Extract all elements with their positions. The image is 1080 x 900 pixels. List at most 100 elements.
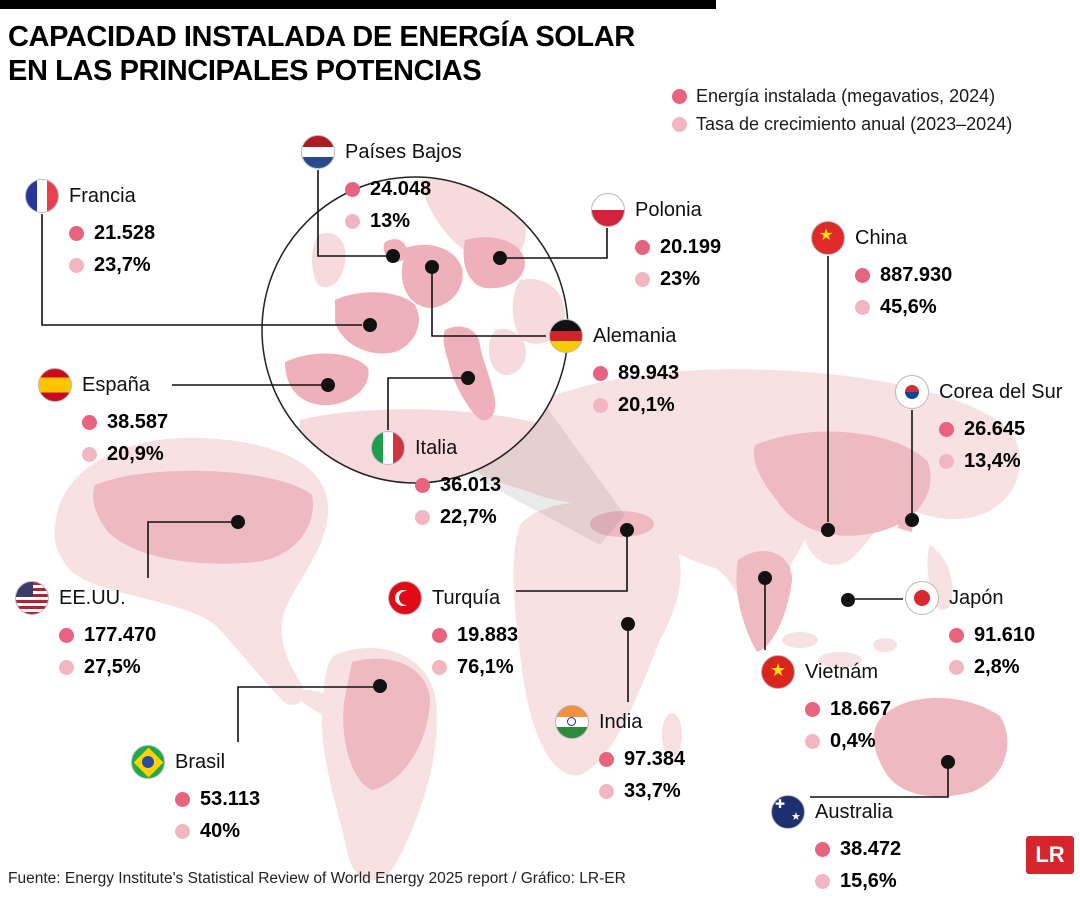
installed-value: 24.048 [370, 177, 432, 200]
country-block-vietnam: Vietnám 18.667 0,4% [761, 655, 891, 753]
growth-dot-icon [593, 397, 608, 413]
growth-value: 13,4% [964, 449, 1021, 472]
brazil-flag-icon [131, 745, 165, 779]
france-flag-icon [25, 179, 59, 213]
map-dot-vietnam [758, 571, 772, 585]
growth-dot-icon [175, 823, 190, 839]
growth-dot-icon [599, 783, 614, 799]
installed-dot-icon [599, 751, 614, 767]
installed-dot-icon [949, 627, 964, 643]
netherlands-flag-icon [301, 135, 335, 169]
germany-flag-icon [549, 319, 583, 353]
installed-value: 18.667 [830, 697, 892, 720]
country-block-italia: Italia 36.013 22,7% [371, 431, 501, 529]
country-name: Alemania [593, 324, 677, 347]
lr-logo: LR [1026, 836, 1074, 874]
growth-dot-icon [635, 271, 650, 287]
map-dot-china [821, 523, 835, 537]
installed-dot-icon [593, 365, 608, 381]
map-dot-brazil [373, 679, 387, 693]
growth-dot-icon [415, 509, 430, 525]
country-name: Brasil [175, 750, 226, 773]
country-name: Polonia [635, 198, 702, 221]
map-location-dots [231, 249, 955, 769]
japan-flag-icon [905, 581, 939, 615]
vietnam-flag-icon [761, 655, 795, 689]
growth-value: 27,5% [84, 655, 141, 678]
country-block-china: China 887.930 45,6% [811, 221, 952, 319]
growth-value: 13% [370, 209, 411, 232]
italy-flag-icon [371, 431, 405, 465]
installed-dot-icon [815, 841, 830, 857]
country-block-japon: Japón 91.610 2,8% [905, 581, 1035, 679]
growth-value: 23,7% [94, 253, 151, 276]
legend-installed-row: Energía instalada (megavatios, 2024) [672, 86, 1012, 107]
country-name: India [599, 710, 643, 733]
growth-value: 15,6% [840, 869, 897, 892]
installed-value: 89.943 [618, 361, 680, 384]
country-block-turquia: Turquía 19.883 76,1% [388, 581, 518, 679]
country-block-australia: Australia 38.472 15,6% [771, 795, 901, 893]
connector-lines [41, 170, 949, 798]
installed-value: 177.470 [84, 623, 157, 646]
installed-dot-icon [939, 421, 954, 437]
growth-dot-icon [69, 257, 84, 273]
installed-value: 97.384 [624, 747, 686, 770]
growth-value: 45,6% [880, 295, 937, 318]
installed-value: 26.645 [964, 417, 1026, 440]
growth-legend-dot-icon [672, 117, 687, 132]
country-name: Turquía [432, 586, 501, 609]
poland-flag-icon [591, 193, 625, 227]
legend-growth-row: Tasa de crecimiento anual (2023–2024) [672, 114, 1012, 135]
turkey-flag-icon [388, 581, 422, 615]
country-block-espana: España 38.587 20,9% [38, 368, 168, 466]
installed-dot-icon [432, 627, 447, 643]
country-name: Australia [815, 800, 893, 823]
growth-dot-icon [939, 453, 954, 469]
map-dot-netherlands [386, 249, 400, 263]
legend-installed-label: Energía instalada (megavatios, 2024) [696, 86, 996, 106]
map-dot-japan [841, 593, 855, 607]
country-name: China [855, 226, 908, 249]
title-line-2: EN LAS PRINCIPALES POTENCIAS [8, 55, 482, 87]
growth-dot-icon [345, 213, 360, 229]
growth-value: 2,8% [974, 655, 1020, 678]
spain-flag-icon [38, 368, 72, 402]
country-block-paises-bajos: Países Bajos 24.048 13% [301, 135, 462, 233]
installed-dot-icon [82, 414, 97, 430]
installed-dot-icon [855, 267, 870, 283]
installed-dot-icon [345, 181, 360, 197]
country-name: Corea del Sur [939, 380, 1063, 403]
installed-value: 20.199 [660, 235, 722, 258]
map-dot-italy [461, 371, 475, 385]
growth-value: 20,9% [107, 442, 164, 465]
installed-value: 38.587 [107, 410, 169, 433]
map-dot-india [621, 617, 635, 631]
installed-value: 19.883 [457, 623, 519, 646]
south-korea-flag-icon [895, 375, 929, 409]
country-name: EE.UU. [59, 586, 126, 609]
country-name: España [82, 373, 150, 396]
top-rule [0, 0, 716, 9]
country-block-alemania: Alemania 89.943 20,1% [549, 319, 679, 417]
installed-dot-icon [59, 627, 74, 643]
installed-value: 887.930 [880, 263, 953, 286]
growth-dot-icon [815, 873, 830, 889]
country-block-india: India 97.384 33,7% [555, 705, 685, 803]
usa-flag-icon [15, 581, 49, 615]
country-name: Vietnám [805, 660, 879, 683]
map-dot-turkey [620, 523, 634, 537]
country-block-polonia: Polonia 20.199 23% [591, 193, 721, 291]
installed-dot-icon [635, 239, 650, 255]
growth-dot-icon [805, 733, 820, 749]
map-dot-spain [321, 378, 335, 392]
india-flag-icon [555, 705, 589, 739]
installed-dot-icon [805, 701, 820, 717]
installed-dot-icon [69, 225, 84, 241]
country-name: Países Bajos [345, 140, 462, 163]
growth-value: 0,4% [830, 729, 876, 752]
installed-value: 38.472 [840, 837, 902, 860]
title-line-1: CAPACIDAD INSTALADA DE ENERGÍA SOLAR [8, 21, 635, 53]
